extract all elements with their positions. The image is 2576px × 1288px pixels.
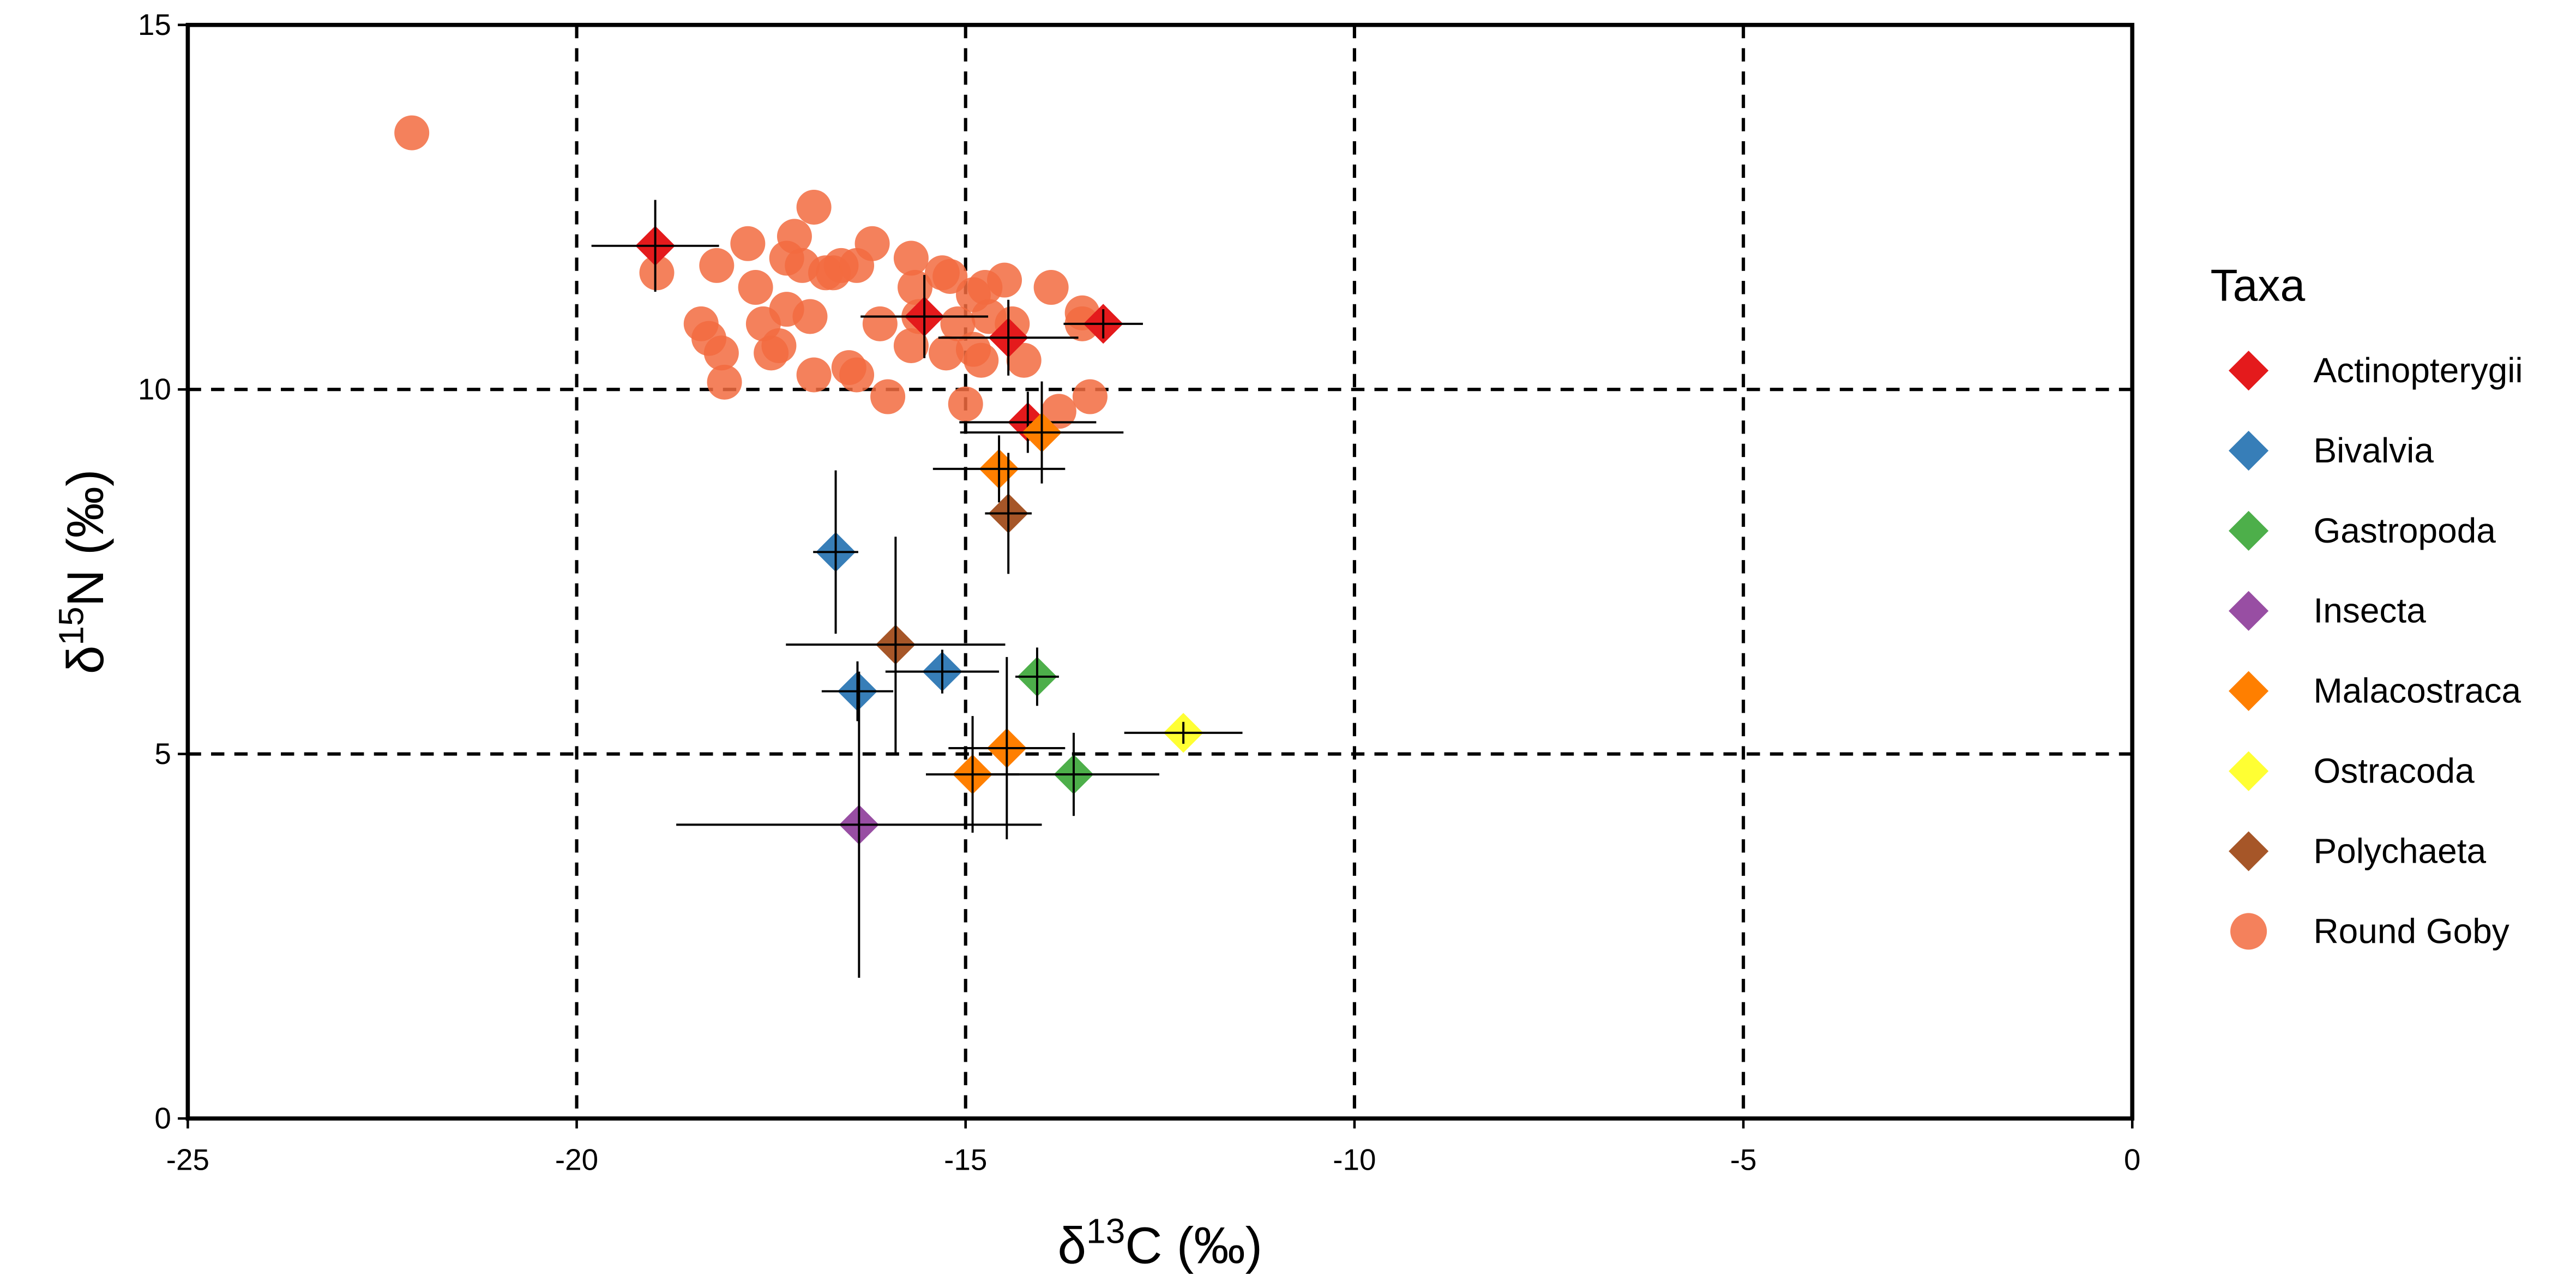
x-axis-title: δ13C (‰) xyxy=(1058,1212,1263,1275)
round-goby-point xyxy=(699,248,735,283)
y-tick-label: 5 xyxy=(154,737,171,771)
round-goby-point xyxy=(796,189,832,225)
round-goby-point xyxy=(730,226,766,261)
round-goby-point xyxy=(738,270,773,305)
x-tick-label: -5 xyxy=(1730,1143,1757,1177)
x-tick-label: 0 xyxy=(2124,1143,2141,1177)
y-axis-title-sup: 15 xyxy=(51,606,91,645)
round-goby-point xyxy=(940,306,976,341)
y-axis-title-part: N (‰) xyxy=(57,470,115,607)
y-tick-label: 0 xyxy=(154,1101,171,1135)
round-goby-point xyxy=(870,379,906,414)
legend-title: Taxa xyxy=(2210,261,2305,311)
round-goby-point xyxy=(394,115,430,151)
round-goby-point xyxy=(964,342,999,378)
round-goby-point xyxy=(703,335,739,371)
legend-marker xyxy=(2229,831,2269,871)
round-goby-point xyxy=(862,306,898,341)
legend-label: Actinopterygii xyxy=(2313,351,2523,390)
legend-marker xyxy=(2229,430,2269,471)
round-goby-point xyxy=(796,357,832,393)
round-goby-point xyxy=(792,299,828,334)
legend-label: Round Goby xyxy=(2313,911,2509,950)
round-goby-point xyxy=(839,357,875,393)
x-axis-title-part: C (‰) xyxy=(1125,1217,1262,1274)
round-goby-point xyxy=(1072,379,1108,414)
x-tick-label: -25 xyxy=(166,1143,209,1177)
x-tick-label: -15 xyxy=(944,1143,987,1177)
round-goby-point xyxy=(1033,270,1069,305)
y-tick-label: 10 xyxy=(138,372,171,406)
legend-label: Gastropoda xyxy=(2313,511,2496,550)
round-goby-point xyxy=(893,328,929,363)
legend-marker xyxy=(2229,751,2269,791)
legend-marker xyxy=(2230,913,2267,950)
legend-marker xyxy=(2229,351,2269,391)
x-axis-title-part: δ xyxy=(1058,1217,1087,1274)
round-goby-point xyxy=(929,335,964,371)
y-tick-label: 15 xyxy=(138,8,171,41)
round-goby-point xyxy=(707,364,742,400)
x-tick-label: -20 xyxy=(555,1143,598,1177)
legend-label: Malacostraca xyxy=(2313,671,2521,711)
round-goby-point xyxy=(1006,342,1042,378)
round-goby-point xyxy=(987,262,1022,298)
x-tick-label: -10 xyxy=(1333,1143,1376,1177)
y-axis-title: δ15N (‰) xyxy=(51,470,115,675)
round-goby-point xyxy=(893,240,929,276)
round-goby-point xyxy=(777,219,812,254)
round-goby-point xyxy=(854,226,890,261)
round-goby-point xyxy=(761,328,797,363)
y-axis-title-part: δ xyxy=(57,646,115,675)
legend-marker xyxy=(2229,510,2269,551)
legend-marker xyxy=(2229,591,2269,631)
legend-label: Polychaeta xyxy=(2313,831,2486,870)
legend-label: Insecta xyxy=(2313,591,2426,630)
round-goby-point xyxy=(639,255,675,291)
round-goby-point xyxy=(948,386,983,422)
round-goby-point xyxy=(1041,394,1076,429)
legend-marker xyxy=(2229,671,2269,711)
x-axis-title-sup: 13 xyxy=(1086,1212,1125,1251)
legend-label: Ostracoda xyxy=(2313,751,2475,790)
plot-frame xyxy=(185,22,2135,1121)
legend-label: Bivalvia xyxy=(2313,431,2434,470)
